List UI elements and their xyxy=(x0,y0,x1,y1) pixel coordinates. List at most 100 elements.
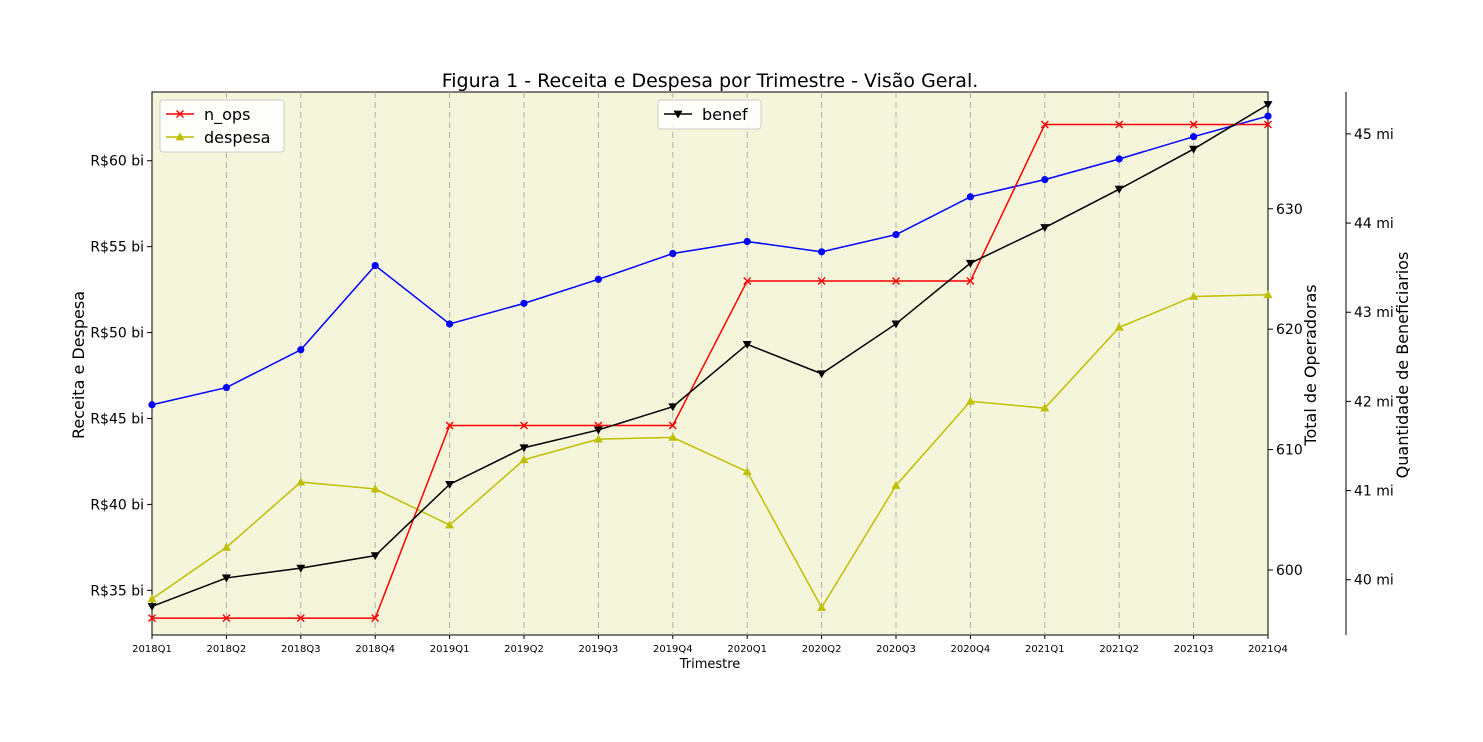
data-point xyxy=(520,421,528,430)
x-tick-label: 2018Q3 xyxy=(281,644,321,655)
legend-label: benef xyxy=(702,105,748,124)
data-point xyxy=(966,277,975,286)
x-tick-label: 2019Q1 xyxy=(430,644,470,655)
series-layer xyxy=(147,101,1273,623)
chart-title: Figura 1 - Receita e Despesa por Trimest… xyxy=(442,70,979,92)
x-tick-label: 2018Q4 xyxy=(355,644,395,655)
left-tick-label: R$45 bi xyxy=(90,411,144,427)
series-line xyxy=(151,103,1269,608)
right1-tick-label: 600 xyxy=(1276,563,1303,579)
left-tick-label: R$50 bi xyxy=(90,326,144,342)
legend-frame xyxy=(159,99,285,153)
axes-layer: 2018Q1 2018Q2 2018Q3 2018Q4 2019Q1 2019Q2 2019… xyxy=(90,92,1394,655)
series-receita-line xyxy=(148,112,1272,409)
data-point xyxy=(1264,112,1272,120)
data-point xyxy=(817,277,826,286)
data-point xyxy=(892,277,900,286)
data-point xyxy=(176,110,184,118)
right2-tick-label: 40 mi xyxy=(1354,573,1394,589)
left-tick-label: R$35 bi xyxy=(90,583,144,599)
x-axis-label: Trimestre xyxy=(679,657,741,672)
data-point xyxy=(593,434,603,443)
data-point xyxy=(221,542,231,551)
series-line xyxy=(151,115,1269,406)
data-point xyxy=(1189,291,1199,300)
x-tick-label: 2020Q3 xyxy=(876,644,916,655)
series-line xyxy=(152,123,1268,619)
data-point xyxy=(147,603,157,611)
data-point xyxy=(1114,185,1124,194)
right2-tick-label: 44 mi xyxy=(1354,216,1394,232)
right2-tick-label: 45 mi xyxy=(1354,127,1394,143)
x-tick-label: 2020Q2 xyxy=(802,644,842,655)
x-tick-label: 2018Q1 xyxy=(132,644,172,655)
data-point xyxy=(222,614,231,623)
data-point xyxy=(148,401,156,409)
data-point xyxy=(891,481,901,489)
data-point xyxy=(668,403,678,412)
data-point xyxy=(296,614,305,623)
data-point xyxy=(446,320,454,328)
legend-frame xyxy=(657,99,762,130)
data-point xyxy=(1041,176,1049,184)
left-tick-label: R$40 bi xyxy=(90,497,144,513)
data-point xyxy=(966,193,975,201)
right2-tick-label: 42 mi xyxy=(1354,394,1394,410)
data-point xyxy=(297,346,305,354)
right1-axis-label: Total de Operadoras xyxy=(1301,284,1320,446)
data-point xyxy=(370,484,380,493)
left-tick-label: R$60 bi xyxy=(90,154,144,170)
series-benef xyxy=(147,101,1273,611)
data-point xyxy=(445,520,455,529)
right2-axis-label: Quantidade de Beneficiarios xyxy=(1393,252,1412,479)
data-point xyxy=(743,237,751,246)
series-despesa xyxy=(147,290,1273,611)
data-point xyxy=(892,231,900,239)
data-point xyxy=(221,574,231,583)
data-point xyxy=(742,467,752,476)
data-point xyxy=(1040,403,1050,412)
plot-area xyxy=(151,91,1269,636)
data-point xyxy=(593,426,603,435)
right2-tick-label: 43 mi xyxy=(1354,305,1394,321)
data-point xyxy=(669,249,677,258)
x-tick-label: 2019Q2 xyxy=(504,644,544,655)
data-point xyxy=(817,603,827,611)
left-tick-label: R$55 bi xyxy=(90,240,144,256)
data-point xyxy=(1115,155,1123,163)
series-line xyxy=(151,294,1269,610)
data-point xyxy=(370,552,380,561)
data-point xyxy=(673,110,683,119)
data-point xyxy=(1114,322,1124,331)
x-tick-label: 2018Q2 xyxy=(207,644,247,655)
data-point xyxy=(148,614,156,623)
data-point xyxy=(965,396,975,405)
right1-tick-label: 630 xyxy=(1276,202,1303,218)
data-point xyxy=(371,614,380,623)
x-tick-label: 2021Q4 xyxy=(1248,644,1288,655)
data-point xyxy=(1189,145,1199,154)
data-point xyxy=(296,477,306,486)
right1-tick-label: 610 xyxy=(1276,443,1303,459)
data-point xyxy=(445,421,454,430)
data-point xyxy=(371,261,379,270)
x-tick-label: 2019Q3 xyxy=(579,644,619,655)
right1-tick-label: 620 xyxy=(1276,322,1303,338)
x-tick-label: 2021Q1 xyxy=(1025,644,1065,655)
data-point xyxy=(742,340,752,349)
data-point xyxy=(445,480,455,489)
data-point xyxy=(668,432,678,441)
data-point xyxy=(520,299,528,307)
data-point xyxy=(817,370,827,379)
data-point xyxy=(818,248,826,256)
x-tick-label: 2021Q2 xyxy=(1099,644,1139,655)
data-point xyxy=(594,275,603,283)
data-point xyxy=(965,259,975,268)
data-point xyxy=(1264,120,1272,129)
data-point xyxy=(1189,120,1198,129)
right2-tick-label: 41 mi xyxy=(1354,484,1394,500)
data-point xyxy=(296,564,306,573)
legend-label: n_ops xyxy=(204,105,250,125)
